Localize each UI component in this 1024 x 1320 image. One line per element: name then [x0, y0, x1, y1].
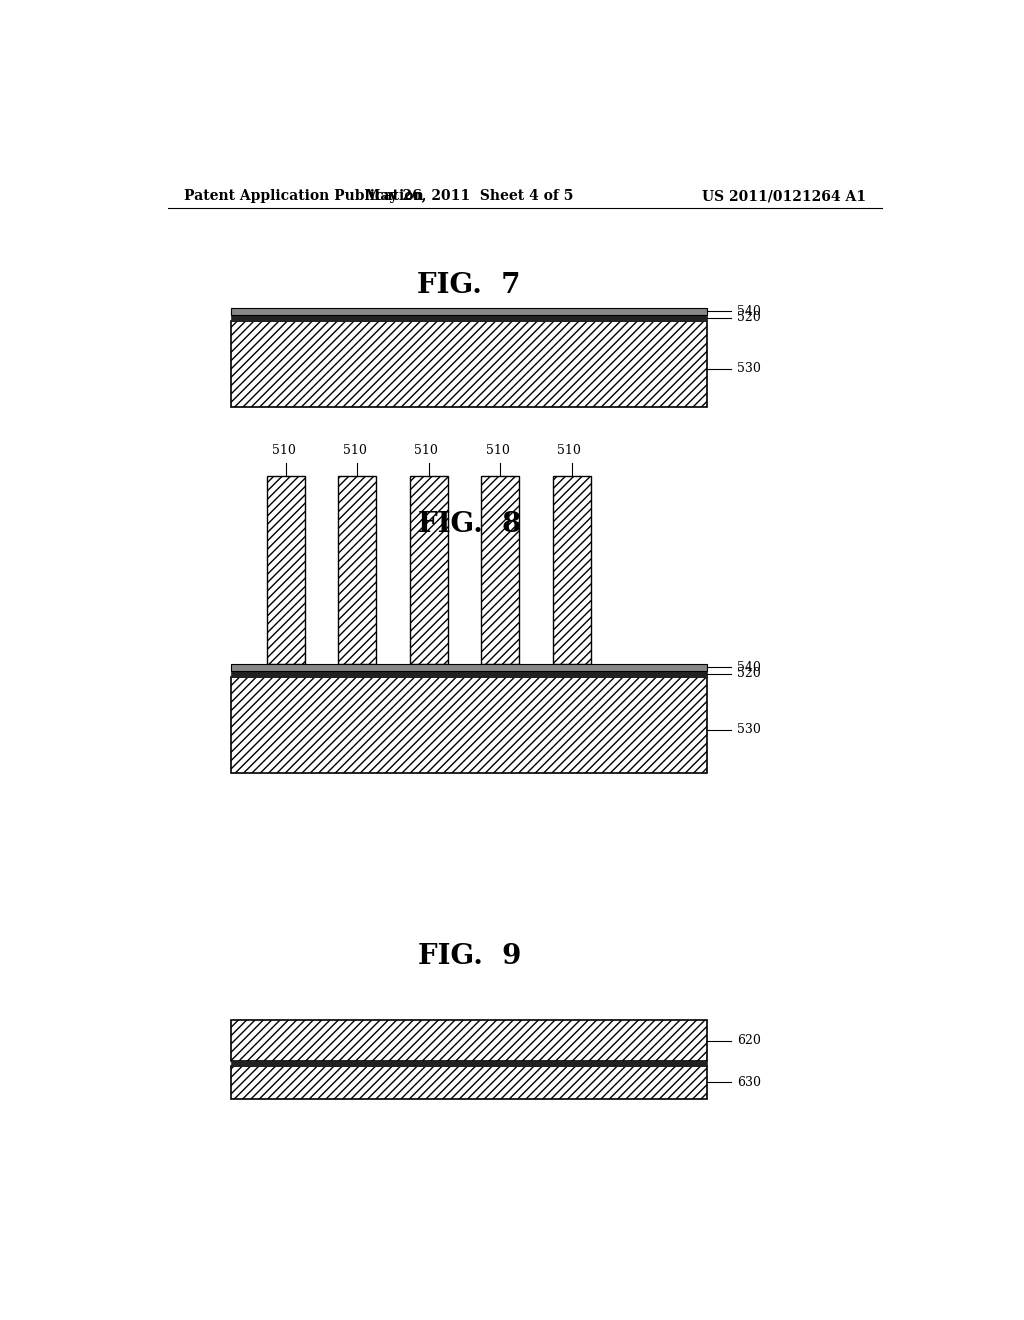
- Text: 630: 630: [737, 1076, 762, 1089]
- Bar: [481, 475, 519, 664]
- Bar: [410, 475, 447, 664]
- Text: 520: 520: [737, 667, 761, 680]
- Text: 520: 520: [737, 312, 761, 325]
- Bar: [267, 475, 305, 664]
- Text: 510: 510: [343, 445, 367, 457]
- Bar: [338, 475, 377, 664]
- Text: 620: 620: [737, 1034, 762, 1047]
- Text: May 26, 2011  Sheet 4 of 5: May 26, 2011 Sheet 4 of 5: [366, 189, 573, 203]
- Bar: [231, 1020, 708, 1061]
- Bar: [231, 664, 708, 671]
- Text: FIG.  8: FIG. 8: [418, 511, 521, 537]
- Bar: [231, 1067, 708, 1098]
- Bar: [231, 1061, 708, 1067]
- Text: FIG.  7: FIG. 7: [418, 272, 521, 298]
- Text: 540: 540: [737, 305, 762, 318]
- Text: 530: 530: [737, 362, 762, 375]
- Text: 510: 510: [486, 445, 510, 457]
- Text: Patent Application Publication: Patent Application Publication: [183, 189, 423, 203]
- Bar: [231, 677, 708, 774]
- Text: 510: 510: [415, 445, 438, 457]
- Text: 510: 510: [271, 445, 296, 457]
- Bar: [231, 321, 708, 408]
- Text: US 2011/0121264 A1: US 2011/0121264 A1: [702, 189, 866, 203]
- Text: 510: 510: [557, 445, 582, 457]
- Bar: [231, 308, 708, 315]
- Text: 530: 530: [737, 723, 762, 737]
- Text: 540: 540: [737, 660, 762, 673]
- Bar: [553, 475, 591, 664]
- Bar: [231, 671, 708, 677]
- Bar: [231, 315, 708, 321]
- Text: FIG.  9: FIG. 9: [418, 942, 521, 970]
